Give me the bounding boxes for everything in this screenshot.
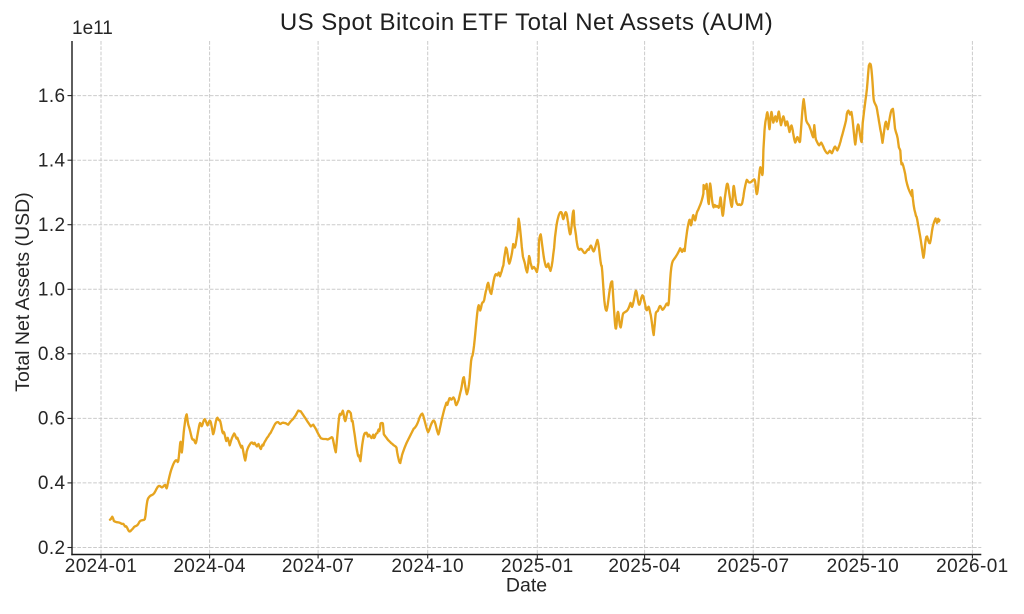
svg-text:2024-01: 2024-01 bbox=[65, 556, 138, 577]
svg-text:0.4: 0.4 bbox=[38, 473, 66, 494]
svg-text:2025-01: 2025-01 bbox=[501, 556, 574, 577]
svg-text:0.8: 0.8 bbox=[38, 344, 66, 365]
svg-text:2024-04: 2024-04 bbox=[173, 556, 246, 577]
svg-text:2024-10: 2024-10 bbox=[391, 556, 464, 577]
svg-text:2025-10: 2025-10 bbox=[827, 556, 900, 577]
svg-text:Total Net Assets (USD): Total Net Assets (USD) bbox=[12, 192, 34, 391]
svg-text:2024-07: 2024-07 bbox=[282, 556, 355, 577]
svg-text:US Spot Bitcoin ETF Total Net: US Spot Bitcoin ETF Total Net Assets (AU… bbox=[280, 9, 773, 36]
svg-text:0.2: 0.2 bbox=[38, 538, 66, 559]
svg-text:1e11: 1e11 bbox=[72, 18, 113, 39]
svg-text:2025-04: 2025-04 bbox=[608, 556, 681, 577]
svg-text:2025-07: 2025-07 bbox=[717, 556, 790, 577]
svg-text:2026-01: 2026-01 bbox=[936, 556, 1009, 577]
svg-text:1.4: 1.4 bbox=[38, 151, 66, 172]
svg-text:1.2: 1.2 bbox=[38, 215, 66, 236]
svg-text:1.0: 1.0 bbox=[38, 280, 66, 301]
svg-text:Date: Date bbox=[506, 575, 547, 597]
svg-text:0.6: 0.6 bbox=[38, 409, 66, 430]
svg-text:1.6: 1.6 bbox=[38, 86, 66, 107]
